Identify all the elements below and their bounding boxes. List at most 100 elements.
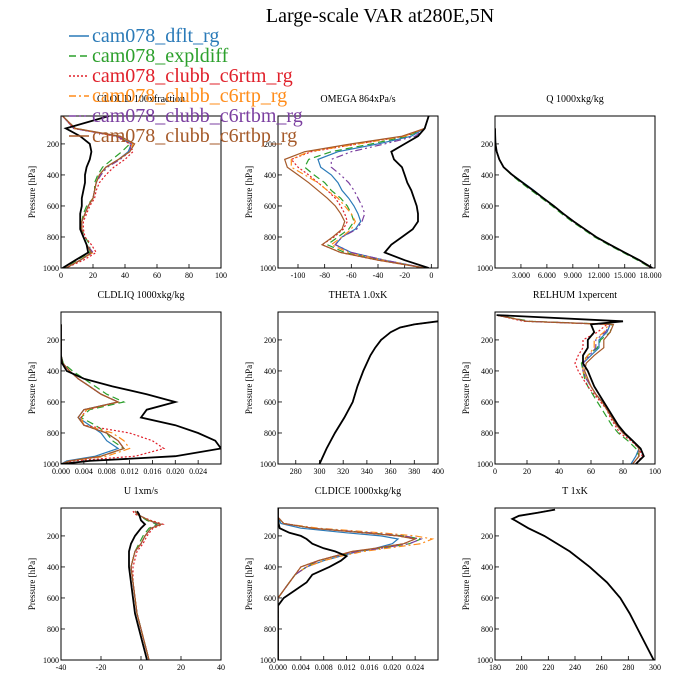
x-tick-label: -20 xyxy=(399,271,410,280)
series-line-cam078_clubb_c6rtbp_rg xyxy=(510,509,655,660)
plot-frame xyxy=(277,311,439,465)
y-axis-label: Pressure [hPa] xyxy=(461,362,471,414)
y-tick-label: 600 xyxy=(47,594,59,603)
plot-frame xyxy=(277,115,439,269)
series-line-cam078_clubb_c6rtp_rg xyxy=(510,509,655,660)
series-line-cam078_clubb_c6rtbp_rg xyxy=(61,324,125,464)
y-tick-label: 200 xyxy=(481,532,493,541)
y-tick-label: 800 xyxy=(47,625,59,634)
series-line-cam078_expldiff xyxy=(495,128,652,268)
x-tick-label: 20 xyxy=(89,271,97,280)
plot-frame xyxy=(277,507,439,661)
x-tick-label: 0.020 xyxy=(166,467,184,476)
y-tick-label: 400 xyxy=(481,171,493,180)
x-tick-label: -60 xyxy=(346,271,357,280)
x-tick-label: 0.024 xyxy=(406,663,424,672)
y-tick-label: 800 xyxy=(481,233,493,242)
x-tick-label: 18.000 xyxy=(640,271,662,280)
x-tick-label: 280 xyxy=(622,663,634,672)
y-tick-label: 200 xyxy=(264,140,276,149)
x-tick-label: 40 xyxy=(555,467,563,476)
y-axis-label: Pressure [hPa] xyxy=(27,166,37,218)
series-line-obs xyxy=(62,116,110,268)
series-line-cam078_dflt_rg xyxy=(496,314,640,464)
y-axis-label: Pressure [hPa] xyxy=(244,558,254,610)
panel-title: U 1xm/s xyxy=(124,486,158,497)
series-line-cam078_expldiff xyxy=(510,509,655,660)
x-tick-label: 15.000 xyxy=(614,271,636,280)
y-tick-label: 800 xyxy=(481,625,493,634)
panel-title: RELHUM 1xpercent xyxy=(533,290,617,301)
y-tick-label: 200 xyxy=(47,532,59,541)
series-line-cam078_dflt_rg xyxy=(61,324,120,464)
x-tick-label: 0 xyxy=(139,663,143,672)
series-line-cam078_clubb_c6rtm_rg xyxy=(495,128,652,268)
series-line-obs xyxy=(128,510,148,660)
x-tick-label: -80 xyxy=(319,271,330,280)
x-tick-label: 320 xyxy=(337,467,349,476)
panel-2: OMEGA 864xPa/s Pressure [hPa] 200 400 600 800… xyxy=(244,94,439,280)
series-line-cam078_clubb_c6rtbm_rg xyxy=(496,314,640,464)
y-tick-label: 1000 xyxy=(43,656,59,665)
series-line-cam078_clubb_c6rtbp_rg xyxy=(496,314,640,464)
x-tick-label: 340 xyxy=(361,467,373,476)
y-tick-label: 200 xyxy=(481,336,493,345)
legend-label: cam078_expldiff xyxy=(92,45,229,67)
series-line-cam078_clubb_c6rtm_rg xyxy=(132,510,165,660)
legend: cam078_dflt_rgcam078_expldiffcam078_club… xyxy=(69,25,303,147)
y-tick-label: 1000 xyxy=(260,264,276,273)
y-axis-label: Pressure [hPa] xyxy=(27,558,37,610)
y-tick-label: 600 xyxy=(47,398,59,407)
series-line-obs xyxy=(318,320,438,464)
x-tick-label: 0.008 xyxy=(98,467,116,476)
x-tick-label: 360 xyxy=(385,467,397,476)
y-tick-label: 400 xyxy=(47,367,59,376)
y-tick-label: 200 xyxy=(47,336,59,345)
series-line-cam078_expldiff xyxy=(62,116,131,268)
x-tick-label: 0.016 xyxy=(143,467,161,476)
y-tick-label: 400 xyxy=(264,171,276,180)
x-tick-label: 0.012 xyxy=(338,663,356,672)
y-tick-label: 400 xyxy=(47,171,59,180)
x-tick-label: 6.000 xyxy=(538,271,556,280)
x-tick-label: 0 xyxy=(493,467,497,476)
panel-title: OMEGA 864xPa/s xyxy=(320,94,395,105)
x-tick-label: 300 xyxy=(313,467,325,476)
series-line-cam078_clubb_c6rtm_rg xyxy=(496,314,643,464)
series-line-obs xyxy=(495,128,653,268)
x-tick-label: 40 xyxy=(121,271,129,280)
x-tick-label: -100 xyxy=(291,271,306,280)
y-axis-label: Pressure [hPa] xyxy=(461,558,471,610)
x-tick-label: 0.020 xyxy=(383,663,401,672)
y-axis-label: Pressure [hPa] xyxy=(244,166,254,218)
plot-frame xyxy=(60,311,222,465)
legend-label: cam078_clubb_c6rtm_rg xyxy=(92,65,293,87)
y-axis-label: Pressure [hPa] xyxy=(27,362,37,414)
y-tick-label: 800 xyxy=(47,233,59,242)
x-tick-label: 40 xyxy=(217,663,225,672)
y-tick-label: 400 xyxy=(264,367,276,376)
y-tick-label: 400 xyxy=(481,367,493,376)
series-line-cam078_expldiff xyxy=(61,324,126,464)
series-line-cam078_clubb_c6rtm_rg xyxy=(510,509,655,660)
x-tick-label: 60 xyxy=(153,271,161,280)
y-tick-label: 800 xyxy=(264,429,276,438)
x-tick-label: 240 xyxy=(569,663,581,672)
x-tick-label: 80 xyxy=(619,467,627,476)
x-tick-label: 0.000 xyxy=(52,467,70,476)
x-tick-label: 0.012 xyxy=(121,467,139,476)
y-tick-label: 400 xyxy=(47,563,59,572)
x-tick-label: -40 xyxy=(373,271,384,280)
series-line-cam078_dflt_rg xyxy=(130,510,163,660)
panel-8: CLDICE 1000xkg/kg Pressure [hPa] 200 400 600… xyxy=(244,486,439,672)
series-line-cam078_expldiff xyxy=(130,510,159,660)
y-tick-label: 600 xyxy=(264,398,276,407)
x-tick-label: -20 xyxy=(96,663,107,672)
x-tick-label: 280 xyxy=(290,467,302,476)
series-line-cam078_clubb_c6rtm_rg xyxy=(290,116,430,268)
y-tick-label: 1000 xyxy=(477,264,493,273)
